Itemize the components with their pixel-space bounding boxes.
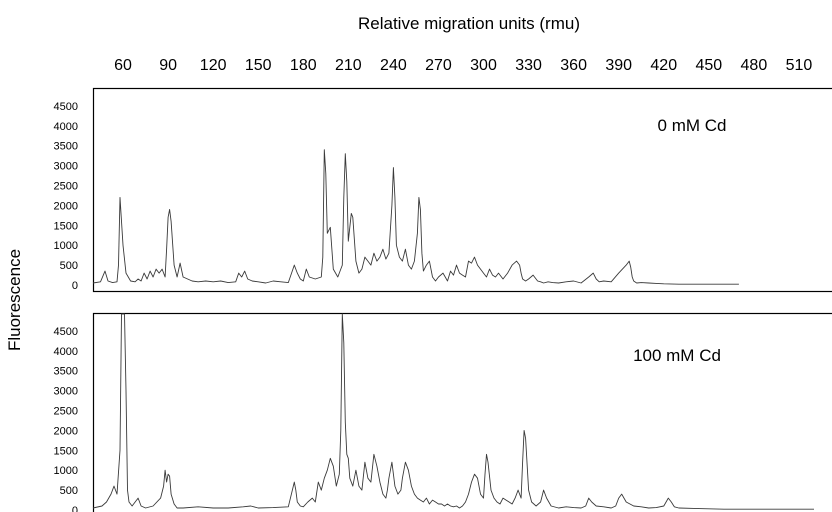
y-tick-labels: 0 500 1000 1500 2000 2500 3000 3500 4000 4500 — [54, 101, 78, 292]
x-tick-label: 210 — [335, 57, 362, 74]
x-tick-labels: 60 90 120 150 180 210 240 270 300 330 360 390 420 450… — [114, 57, 812, 74]
x-tick-label: 60 — [114, 57, 132, 74]
y-tick-label: 3500 — [54, 141, 78, 153]
y-tick-label: 0 — [72, 505, 78, 512]
x-tick-label: 90 — [159, 57, 177, 74]
panel-title: 0 mM Cd — [658, 116, 727, 135]
y-tick-label: 1000 — [54, 465, 78, 477]
y-tick-label: 3500 — [54, 366, 78, 378]
y-tick-label: 4500 — [54, 101, 78, 113]
x-tick-label: 480 — [741, 57, 768, 74]
x-tick-label: 330 — [515, 57, 542, 74]
y-tick-label: 2000 — [54, 425, 78, 437]
x-tick-label: 150 — [245, 57, 272, 74]
y-tick-label: 4500 — [54, 326, 78, 338]
y-tick-label: 3000 — [54, 161, 78, 173]
panel-0-mm-cd: 0 500 1000 1500 2000 2500 3000 3500 4000 4500 0 m… — [54, 87, 832, 293]
x-tick-label: 300 — [470, 57, 497, 74]
y-axis-title: Fluorescence — [5, 249, 24, 351]
x-tick-label: 360 — [560, 57, 587, 74]
y-tick-label: 2500 — [54, 181, 78, 193]
y-tick-label: 3000 — [54, 386, 78, 398]
y-tick-label: 4000 — [54, 121, 78, 133]
x-tick-label: 270 — [425, 57, 452, 74]
x-tick-label: 120 — [200, 57, 227, 74]
fluorescence-trace — [92, 149, 739, 285]
y-tick-labels: 0 500 1000 1500 2000 2500 3000 3500 4000 4500 — [54, 326, 78, 512]
y-tick-label: 2500 — [54, 406, 78, 418]
y-tick-label: 4000 — [54, 346, 78, 358]
x-tick-label: 510 — [786, 57, 813, 74]
y-tick-label: 1500 — [54, 445, 78, 457]
panel-title: 100 mM Cd — [633, 346, 721, 365]
x-tick-label: 180 — [290, 57, 317, 74]
x-tick-label: 420 — [650, 57, 677, 74]
fluorescence-trace — [92, 313, 814, 510]
x-axis-title: Relative migration units (rmu) — [358, 14, 580, 33]
y-tick-label: 1500 — [54, 220, 78, 232]
y-tick-label: 1000 — [54, 240, 78, 252]
y-tick-label: 500 — [60, 260, 78, 272]
panel-frame — [92, 312, 832, 512]
y-tick-label: 2000 — [54, 200, 78, 212]
x-tick-label: 390 — [605, 57, 632, 74]
x-tick-label: 240 — [380, 57, 407, 74]
y-tick-label: 0 — [72, 280, 78, 292]
panel-frame — [92, 87, 832, 293]
panel-100-mm-cd: 0 500 1000 1500 2000 2500 3000 3500 4000 4500 100… — [54, 312, 832, 512]
y-tick-label: 500 — [60, 485, 78, 497]
x-tick-label: 450 — [695, 57, 722, 74]
